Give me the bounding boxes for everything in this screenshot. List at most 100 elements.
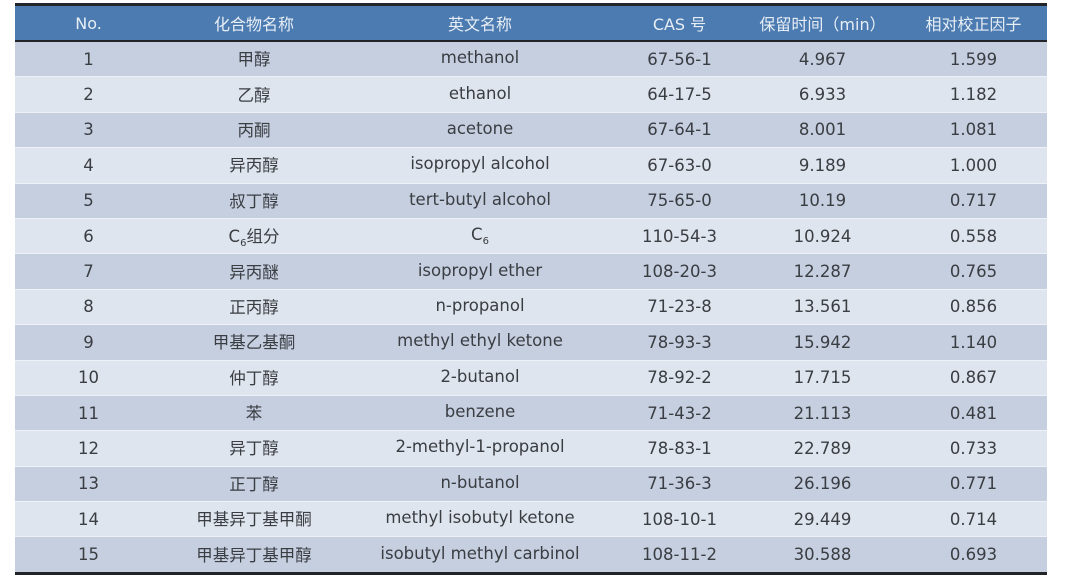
header-correction-factor: 相对校正因子 <box>900 4 1047 42</box>
table-row: 3 丙酮 acetone 67-64-1 8.001 1.081 <box>15 111 1047 148</box>
cell-retention-time: 10.924 <box>745 217 900 254</box>
cell-no-text: 6 <box>83 226 94 246</box>
cell-chinese-name-text: 组分 <box>246 227 280 247</box>
cell-correction-factor-text: 0.481 <box>949 403 998 423</box>
cell-correction-factor: 0.481 <box>900 394 1047 431</box>
cell-retention-time-text: 22.789 <box>793 438 852 458</box>
cell-correction-factor: 0.733 <box>900 430 1047 467</box>
cell-cas: 78-83-1 <box>614 430 745 467</box>
cell-retention-time: 8.001 <box>745 111 900 148</box>
cell-english-name-text: acetone <box>446 118 514 138</box>
cell-chinese-name-text: 丙酮 <box>237 120 271 140</box>
cell-english-name-text: benzene <box>444 402 516 422</box>
cell-cas-text: 67-64-1 <box>647 120 712 140</box>
cell-english-name-text: 2-methyl-1-propanol <box>395 437 565 457</box>
cell-correction-factor: 0.771 <box>900 465 1047 502</box>
cell-correction-factor: 1.182 <box>900 76 1047 113</box>
header-no: No. <box>15 4 162 42</box>
cell-correction-factor-text: 1.000 <box>949 155 998 175</box>
cell-retention-time-text: 12.287 <box>793 262 852 282</box>
cell-cas-text: 67-63-0 <box>647 155 712 175</box>
cell-chinese-name-text: 仲丁醇 <box>229 368 279 388</box>
cell-chinese-name: 甲基乙基酮 <box>162 324 346 361</box>
cell-retention-time: 10.19 <box>745 182 900 219</box>
cell-chinese-name: 异丁醇 <box>162 430 346 467</box>
cell-correction-factor-text: 1.081 <box>949 120 998 140</box>
cell-english-name: isopropyl alcohol <box>346 147 614 184</box>
cell-no: 13 <box>15 465 162 502</box>
table-row: 1 甲醇 methanol 67-56-1 4.967 1.599 <box>15 40 1047 77</box>
cell-no: 3 <box>15 111 162 148</box>
cell-english-name-text: isopropyl alcohol <box>410 154 550 174</box>
cell-retention-time: 29.449 <box>745 501 900 537</box>
cell-correction-factor-text: 0.771 <box>949 474 998 494</box>
cell-english-name-text: n-propanol <box>435 295 525 315</box>
cell-chinese-name-text: 甲基乙基酮 <box>212 333 296 353</box>
cell-english-name: benzene <box>346 394 614 431</box>
cell-chinese-name-text: 异丙醚 <box>229 262 279 282</box>
cell-no: 14 <box>15 501 162 537</box>
cell-cas-text: 64-17-5 <box>647 85 712 105</box>
cell-chinese-name-text: 甲基异丁基甲醇 <box>196 545 312 565</box>
cell-english-name-text: isopropyl ether <box>417 260 543 280</box>
cell-correction-factor-text: 0.856 <box>949 297 998 317</box>
cell-correction-factor: 0.717 <box>900 182 1047 219</box>
header-chinese-name: 化合物名称 <box>162 4 346 42</box>
cell-no-text: 3 <box>83 120 94 140</box>
cell-no: 10 <box>15 359 162 396</box>
cell-no-text: 7 <box>83 262 94 282</box>
cell-correction-factor-text: 1.182 <box>949 85 998 105</box>
cell-english-name: isobutyl methyl carbinol <box>346 536 614 574</box>
cell-no: 5 <box>15 182 162 219</box>
table-row: 15 甲基异丁基甲醇 isobutyl methyl carbinol 108-11-… <box>15 536 1047 574</box>
cell-retention-time-text: 10.19 <box>798 191 847 211</box>
cell-no-text: 9 <box>83 332 94 352</box>
cell-english-name: isopropyl ether <box>346 253 614 290</box>
cell-cas-text: 108-11-2 <box>642 545 717 565</box>
cell-cas: 71-43-2 <box>614 394 745 431</box>
cell-cas-text: 71-23-8 <box>647 297 712 317</box>
cell-chinese-name-text: 异丙醇 <box>229 156 279 176</box>
cell-chinese-name: 仲丁醇 <box>162 359 346 396</box>
cell-chinese-name-text: 苯 <box>245 404 263 424</box>
cell-cas: 67-56-1 <box>614 40 745 77</box>
cell-correction-factor-text: 0.765 <box>949 262 998 282</box>
cell-no-text: 1 <box>83 49 94 69</box>
cell-correction-factor: 0.856 <box>900 288 1047 325</box>
cell-english-name-text: methyl isobutyl ketone <box>385 508 575 528</box>
table-row: 7 异丙醚 isopropyl ether 108-20-3 12.287 0.765 <box>15 253 1047 290</box>
cell-no-text: 4 <box>83 155 94 175</box>
cell-cas: 78-92-2 <box>614 359 745 396</box>
cell-english-name-text: isobutyl methyl carbinol <box>380 543 580 563</box>
cell-english-name: methyl isobutyl ketone <box>346 501 614 537</box>
cell-correction-factor: 1.140 <box>900 324 1047 361</box>
cell-no: 12 <box>15 430 162 467</box>
cell-retention-time: 17.715 <box>745 359 900 396</box>
cell-retention-time: 13.561 <box>745 288 900 325</box>
cell-cas-text: 78-92-2 <box>647 368 712 388</box>
cell-retention-time: 26.196 <box>745 465 900 502</box>
cell-cas: 67-64-1 <box>614 111 745 148</box>
cell-retention-time: 12.287 <box>745 253 900 290</box>
cell-english-name-text: methanol <box>440 48 520 68</box>
cell-cas: 78-93-3 <box>614 324 745 361</box>
cell-correction-factor: 1.599 <box>900 40 1047 77</box>
cell-cas-text: 71-43-2 <box>647 403 712 423</box>
cell-retention-time-text: 17.715 <box>793 368 852 388</box>
cell-no-text: 8 <box>83 297 94 317</box>
table-row: 5 叔丁醇 tert-butyl alcohol 75-65-0 10.19 0.717 <box>15 182 1047 219</box>
table-row: 9 甲基乙基酮 methyl ethyl ketone 78-93-3 15.942 1.… <box>15 324 1047 361</box>
cell-correction-factor: 0.714 <box>900 501 1047 537</box>
cell-correction-factor-text: 0.714 <box>949 509 998 529</box>
cell-retention-time: 30.588 <box>745 536 900 574</box>
cell-correction-factor-text: 1.140 <box>949 332 998 352</box>
cell-chinese-name: 甲醇 <box>162 40 346 77</box>
cell-correction-factor: 1.081 <box>900 111 1047 148</box>
cell-chinese-name: 正丙醇 <box>162 288 346 325</box>
cell-chinese-name: C6组分 <box>162 217 346 254</box>
cell-chinese-name: 甲基异丁基甲醇 <box>162 536 346 574</box>
cell-retention-time-text: 21.113 <box>793 403 852 423</box>
cell-no-text: 10 <box>78 368 99 388</box>
cell-no: 8 <box>15 288 162 325</box>
table-row: 13 正丁醇 n-butanol 71-36-3 26.196 0.771 <box>15 465 1047 502</box>
